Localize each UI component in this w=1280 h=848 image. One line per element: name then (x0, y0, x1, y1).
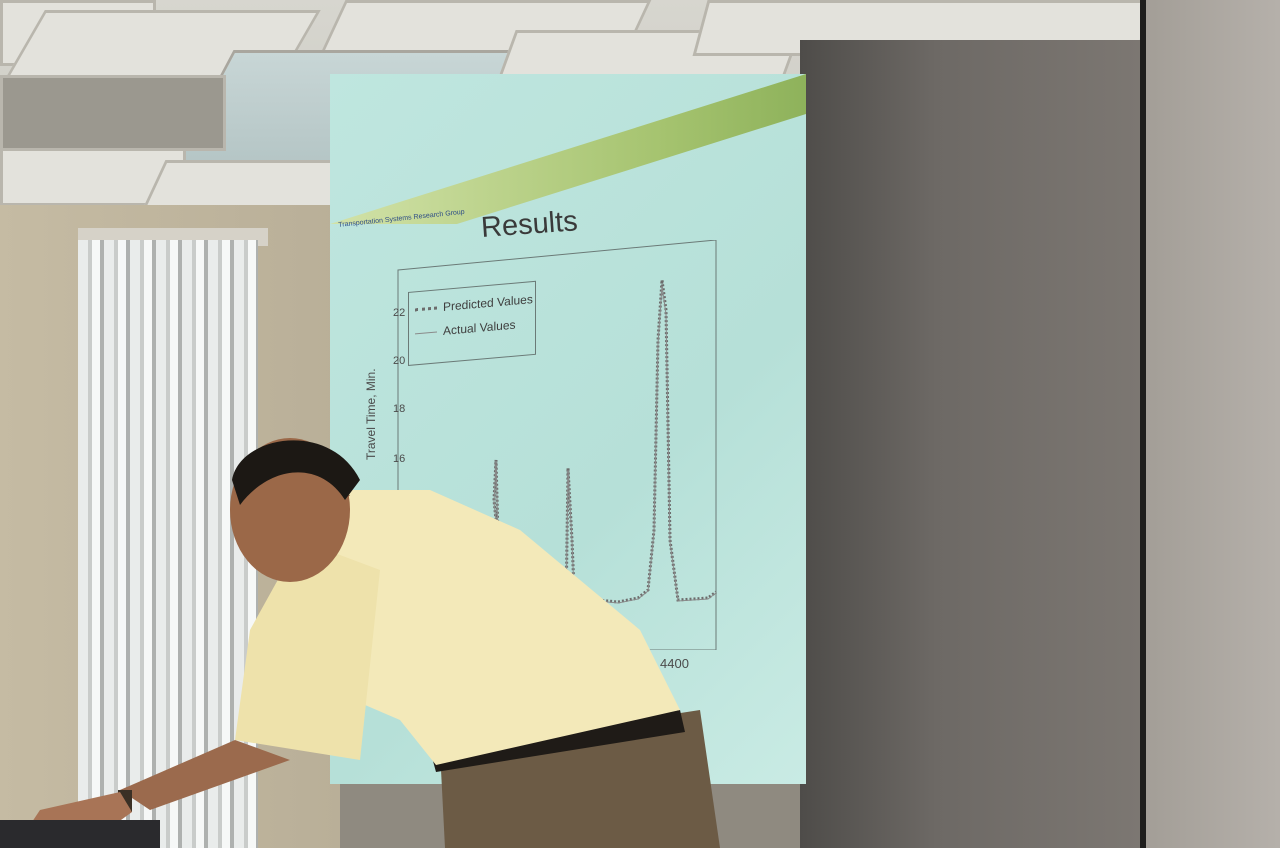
legend-item-actual: Actual Values (415, 318, 516, 341)
screen-housing-shadow (800, 40, 1140, 848)
presenter-figure (0, 438, 720, 848)
chart-legend: Predicted Values Actual Values (408, 280, 536, 366)
legend-swatch (415, 331, 437, 335)
shirt-sleeve (235, 540, 380, 760)
legend-label: Predicted Values (443, 292, 533, 314)
y-tick-label: 20 (393, 355, 406, 367)
laptop (0, 820, 160, 848)
slide-title: Results (480, 205, 579, 244)
hair (232, 440, 360, 505)
belt (430, 710, 685, 772)
y-tick-label: 18 (393, 403, 406, 415)
y-tick-label: 22 (393, 307, 406, 319)
y-tick-label: 16 (393, 453, 406, 465)
legend-label: Actual Values (443, 317, 516, 338)
shirt (300, 490, 680, 765)
presenter (0, 420, 740, 848)
hand (30, 792, 132, 828)
x-tick-label: 4400 (660, 656, 689, 671)
ceiling-vent (0, 75, 226, 151)
right-wall (1140, 0, 1280, 848)
forearm (120, 740, 290, 810)
legend-swatch (415, 306, 437, 312)
legend-item-predicted: Predicted Values (415, 292, 533, 316)
